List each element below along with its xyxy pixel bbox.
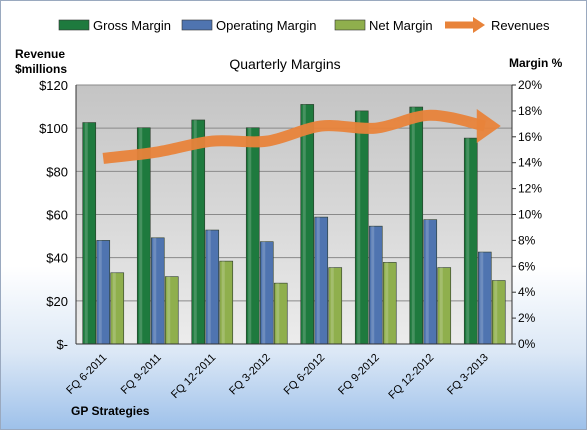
operating-margin-bar-highlight [99, 240, 102, 344]
gross-margin-bar [192, 120, 205, 344]
right-tick-label: 12% [518, 182, 542, 196]
gross-margin-bar [137, 128, 150, 344]
operating-margin-bar [424, 220, 437, 344]
right-tick-label: 10% [518, 208, 542, 222]
operating-margin-bar [369, 226, 382, 344]
right-tick-label: 6% [518, 259, 536, 273]
x-tick-label: FQ 6-2012 [282, 352, 328, 398]
operating-margin-bar-highlight [153, 238, 156, 344]
x-tick-label: FQ 12-2012 [386, 352, 436, 402]
left-tick-label: $80 [46, 164, 68, 179]
gross-margin-bar-highlight [139, 128, 142, 344]
operating-margin-bar-highlight [371, 226, 374, 344]
x-tick-label: FQ 6-2011 [64, 352, 109, 397]
operating-margin-bar [315, 217, 328, 344]
right-tick-label: 2% [518, 311, 536, 325]
net-margin-bar-highlight [385, 262, 388, 344]
net-margin-bar-highlight [331, 268, 334, 344]
operating-margin-bar-highlight [480, 252, 483, 344]
net-margin-bar [329, 268, 342, 344]
gross-margin-bar [246, 128, 259, 344]
net-margin-bar [111, 273, 124, 344]
operating-margin-bar [260, 242, 273, 344]
net-margin-bar [438, 268, 451, 344]
net-margin-bar [220, 261, 233, 344]
gross-margin-bar-highlight [466, 138, 469, 344]
gross-margin-bar [301, 104, 314, 344]
x-tick-label: FQ 3-2012 [227, 352, 273, 398]
net-margin-bar [383, 262, 396, 344]
legend-swatch-gross-margin [59, 20, 89, 30]
legend-arrow-icon [473, 17, 485, 33]
net-margin-bar-highlight [494, 281, 497, 344]
left-axis-title-line1: Revenue [15, 47, 65, 61]
right-tick-label: 0% [518, 337, 536, 351]
left-tick-label: $100 [39, 121, 68, 136]
left-axis-title-line2: $millions [15, 62, 67, 76]
gross-margin-bar-highlight [194, 120, 197, 344]
net-margin-bar-highlight [276, 283, 279, 344]
operating-margin-bar [151, 238, 164, 344]
operating-margin-bar [206, 230, 219, 344]
gross-margin-bar-highlight [248, 128, 251, 344]
chart-title: Quarterly Margins [229, 56, 340, 72]
operating-margin-bar-highlight [208, 230, 211, 344]
legend-label-operating-margin: Operating Margin [216, 18, 316, 33]
x-tick-label: FQ 3-2013 [445, 352, 491, 398]
right-axis-title: Margin % [509, 56, 563, 70]
left-tick-label: $20 [46, 294, 68, 309]
right-tick-label: 14% [518, 156, 542, 170]
operating-margin-bar-highlight [262, 242, 265, 344]
legend-label-net-margin: Net Margin [369, 18, 433, 33]
x-tick-label: FQ 9-2011 [119, 352, 164, 397]
left-tick-label: $- [56, 337, 68, 352]
right-tick-label: 16% [518, 130, 542, 144]
net-margin-bar [492, 281, 505, 344]
legend-swatch-operating-margin [182, 20, 212, 30]
net-margin-bar-highlight [113, 273, 116, 344]
net-margin-bar-highlight [440, 268, 443, 344]
operating-margin-bar-highlight [317, 217, 320, 344]
gross-margin-bar [410, 107, 423, 344]
right-tick-label: 8% [518, 233, 536, 247]
gross-margin-bar-highlight [357, 111, 360, 344]
operating-margin-bar [97, 240, 110, 344]
legend: Gross Margin Operating Margin Net Margin Re… [59, 17, 550, 33]
left-tick-label: $60 [46, 208, 68, 223]
gross-margin-bar [355, 111, 368, 344]
net-margin-bar-highlight [167, 277, 170, 344]
net-margin-bar-highlight [222, 261, 225, 344]
gross-margin-bar-highlight [412, 107, 415, 344]
x-tick-label: FQ 12-2011 [169, 352, 218, 401]
gross-margin-bar [464, 138, 477, 344]
left-tick-label: $120 [39, 78, 68, 93]
legend-label-gross-margin: Gross Margin [93, 18, 171, 33]
legend-label-revenues: Revenues [491, 18, 550, 33]
left-tick-label: $40 [46, 251, 68, 266]
gross-margin-bar [83, 123, 96, 344]
right-tick-label: 20% [518, 78, 542, 92]
footer-label: GP Strategies [71, 404, 150, 418]
operating-margin-bar [478, 252, 491, 344]
right-tick-label: 4% [518, 285, 536, 299]
x-tick-label: FQ 9-2012 [336, 352, 382, 398]
legend-swatch-net-margin [335, 20, 365, 30]
right-tick-label: 18% [518, 104, 542, 118]
net-margin-bar [165, 277, 178, 344]
operating-margin-bar-highlight [426, 220, 429, 344]
gross-margin-bar-highlight [85, 123, 88, 344]
net-margin-bar [274, 283, 287, 344]
gross-margin-bar-highlight [303, 104, 306, 344]
